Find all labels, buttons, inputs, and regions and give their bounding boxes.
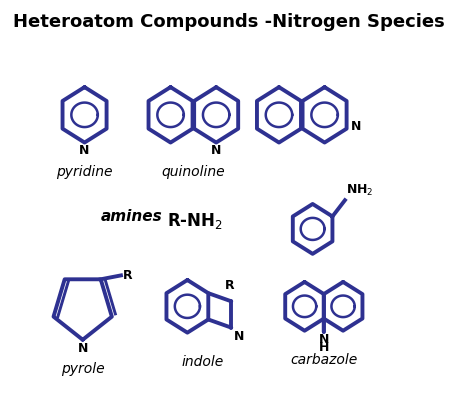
Text: pyrole: pyrole xyxy=(61,362,105,376)
Text: R: R xyxy=(123,269,133,282)
Text: H: H xyxy=(319,341,329,354)
Text: indole: indole xyxy=(181,355,223,369)
Text: amines: amines xyxy=(101,209,162,224)
Text: N: N xyxy=(211,144,221,157)
Text: N: N xyxy=(234,330,244,343)
Text: quinoline: quinoline xyxy=(161,165,225,179)
Text: Heteroatom Compounds -Nitrogen Species: Heteroatom Compounds -Nitrogen Species xyxy=(13,13,444,31)
Text: pyridine: pyridine xyxy=(56,165,113,179)
Text: carbazole: carbazole xyxy=(290,353,357,367)
Text: N: N xyxy=(351,120,361,133)
Text: NH$_2$: NH$_2$ xyxy=(345,183,373,198)
Text: R-NH$_2$: R-NH$_2$ xyxy=(167,211,223,231)
Text: N: N xyxy=(80,144,90,157)
Text: R: R xyxy=(224,279,234,292)
Text: N: N xyxy=(319,333,329,346)
Text: N: N xyxy=(78,342,88,355)
